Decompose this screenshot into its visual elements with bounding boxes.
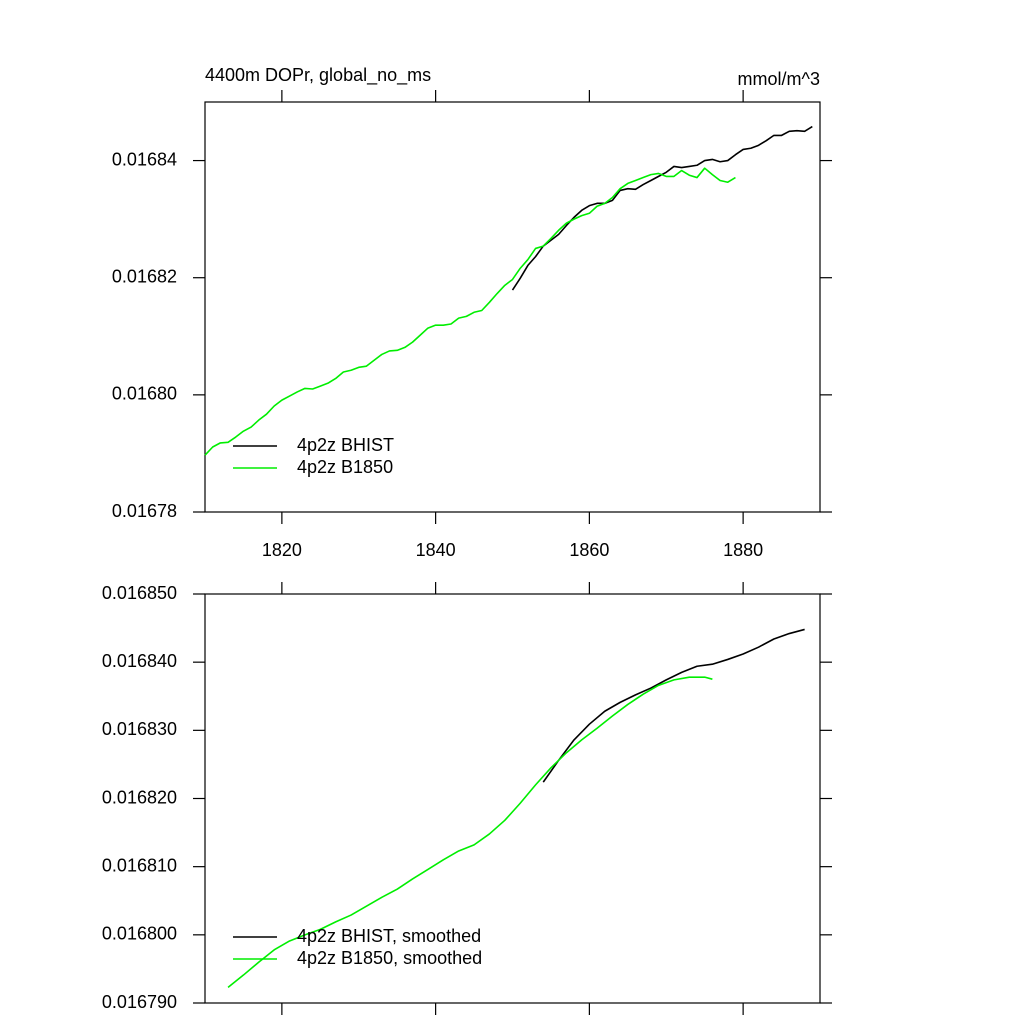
units-label: mmol/m^3 bbox=[738, 69, 820, 89]
y-tick-label: 0.01682 bbox=[112, 266, 177, 286]
legend-label: 4p2z B1850 bbox=[297, 457, 393, 477]
y-tick-label: 0.016790 bbox=[102, 992, 177, 1012]
x-tick-label: 1820 bbox=[262, 540, 302, 560]
y-tick-label: 0.016850 bbox=[102, 583, 177, 603]
legend-label: 4p2z BHIST, smoothed bbox=[297, 926, 481, 946]
x-tick-label: 1880 bbox=[723, 540, 763, 560]
y-tick-label: 0.016820 bbox=[102, 787, 177, 807]
x-tick-label: 1840 bbox=[416, 540, 456, 560]
series-line bbox=[227, 676, 713, 988]
y-tick-label: 0.01684 bbox=[112, 149, 177, 169]
plot-frame bbox=[204, 101, 821, 513]
y-tick-label: 0.01680 bbox=[112, 384, 177, 404]
series-line bbox=[542, 628, 805, 783]
chart-title: 4400m DOPr, global_no_ms bbox=[205, 65, 431, 86]
x-tick-label: 1860 bbox=[569, 540, 609, 560]
y-tick-label: 0.016800 bbox=[102, 924, 177, 944]
series-line bbox=[511, 125, 813, 291]
y-tick-label: 0.016810 bbox=[102, 855, 177, 875]
legend-label: 4p2z BHIST bbox=[297, 435, 394, 455]
y-tick-label: 0.016830 bbox=[102, 719, 177, 739]
series-line bbox=[204, 167, 736, 456]
y-tick-label: 0.01678 bbox=[112, 501, 177, 521]
y-tick-label: 0.016840 bbox=[102, 651, 177, 671]
legend-label: 4p2z B1850, smoothed bbox=[297, 948, 482, 968]
